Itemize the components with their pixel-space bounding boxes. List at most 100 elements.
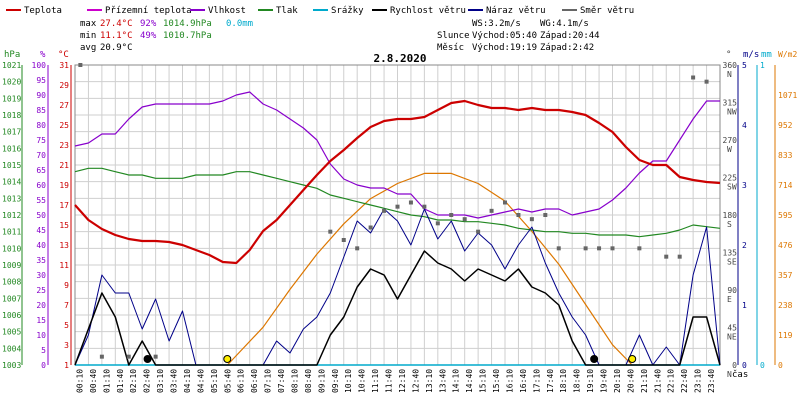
- tick-label: 952: [778, 121, 793, 130]
- tick-label: 1: [760, 61, 765, 70]
- x-tick-label: 06:10: [237, 369, 246, 393]
- wind-gust-info: WG:4.1m/s: [540, 19, 589, 29]
- tick-label: 70: [36, 151, 46, 160]
- tick-label: 1020: [2, 78, 21, 87]
- wind-direction-point: [704, 79, 709, 84]
- wind-direction-point: [422, 204, 427, 209]
- moon-rise: Východ:19:19: [472, 43, 537, 53]
- compass-label: NW: [727, 108, 737, 117]
- tick-label: 1012: [2, 211, 21, 220]
- x-tick-label: 21:40: [653, 369, 662, 393]
- tick-label: 90: [727, 286, 737, 295]
- wind-direction-point: [543, 213, 548, 217]
- tick-label: 1015: [2, 161, 21, 170]
- tick-label: 360: [723, 61, 738, 70]
- tick-label: 50: [36, 211, 46, 220]
- wind-direction-point: [503, 200, 507, 205]
- compass-label: SW: [727, 183, 737, 192]
- tick-label: 23: [59, 141, 69, 150]
- tick-label: 25: [36, 286, 46, 295]
- wind-direction-point: [408, 200, 413, 205]
- sun-rise: Východ:05:40: [472, 31, 537, 41]
- tick-label: 2: [742, 241, 747, 250]
- wind-direction-point: [78, 63, 83, 67]
- tick-label: 15: [36, 316, 46, 325]
- wind-direction-point: [516, 213, 521, 217]
- tick-label: 135: [723, 249, 738, 258]
- compass-label: NE: [727, 333, 737, 342]
- tick-label: 60: [36, 181, 46, 190]
- legend: Teplota Přízemní teplota Vlhkost Tlak Srážky…: [6, 6, 634, 16]
- wind-speed-info: WS:3.2m/s: [472, 19, 521, 29]
- x-tick-label: 04:40: [196, 369, 205, 393]
- unit-hpa: hPa: [4, 50, 20, 60]
- axis-units: hPa % °C ° m/s mm W/m2 čas: [4, 50, 797, 380]
- tick-label: 1009: [2, 261, 21, 270]
- x-tick-label: 16:40: [519, 369, 528, 393]
- wind-direction-point: [126, 354, 131, 359]
- compass-label: E: [727, 295, 732, 304]
- unit-ms: m/s: [743, 50, 759, 60]
- sunset-icon: [628, 355, 637, 363]
- x-tick-label: 16:10: [505, 369, 514, 393]
- compass-label: S: [727, 220, 732, 229]
- tick-label: 17: [59, 201, 69, 210]
- wind-direction-point: [382, 208, 387, 213]
- legend-label: Srážky: [331, 6, 364, 16]
- tick-label: 1010: [2, 244, 21, 253]
- x-tick-label: 20:10: [613, 369, 622, 393]
- wind-direction-point: [368, 225, 373, 230]
- tick-label: 85: [36, 106, 46, 115]
- tick-label: 1004: [2, 344, 21, 353]
- tick-label: 1014: [2, 178, 21, 187]
- tick-label: 29: [59, 81, 69, 90]
- tick-label: 0: [742, 361, 747, 370]
- moonset-icon: [143, 355, 152, 363]
- x-tick-label: 15:40: [492, 369, 501, 393]
- tick-label: 11: [59, 261, 69, 270]
- unit-time: čas: [732, 369, 748, 380]
- tick-label: 5: [41, 346, 46, 355]
- wind-direction-point: [462, 217, 467, 222]
- unit-pct: %: [40, 50, 46, 60]
- plot-area: [74, 63, 721, 366]
- tick-label: 0: [732, 361, 737, 370]
- tick-label: 80: [36, 121, 46, 130]
- wind-direction-point: [435, 221, 440, 226]
- tick-label: 1021: [2, 61, 21, 70]
- tick-label: 1006: [2, 311, 21, 320]
- series-line: [74, 250, 721, 366]
- tick-label: 1071: [778, 91, 797, 100]
- legend-label: Vlhkost: [208, 6, 246, 16]
- x-tick-label: 01:10: [102, 369, 111, 393]
- stats-min-label: min: [80, 31, 96, 41]
- x-tick-label: 18:40: [573, 369, 582, 393]
- x-tick-label: 09:10: [317, 369, 326, 393]
- sun-label: Slunce: [437, 31, 470, 41]
- tick-label: 10: [36, 331, 46, 340]
- x-tick-label: 08:40: [304, 369, 313, 393]
- tick-label: 90: [36, 91, 46, 100]
- x-tick-label: 13:10: [425, 369, 434, 393]
- tick-label: 65: [36, 166, 46, 175]
- x-tick-label: 02:40: [143, 369, 152, 393]
- unit-deg: °: [726, 50, 731, 60]
- x-tick-label: 05:40: [223, 369, 232, 393]
- x-tick-label: 11:40: [385, 369, 394, 393]
- wind-direction-point: [556, 246, 561, 251]
- tick-label: 1: [64, 361, 69, 370]
- x-tick-label: 22:40: [680, 369, 689, 393]
- series-line: [226, 172, 633, 366]
- tick-label: 476: [778, 241, 793, 250]
- compass-label: SE: [727, 258, 737, 267]
- legend-label: Rychlost větru: [390, 6, 466, 16]
- x-tick-label: 12:40: [411, 369, 420, 393]
- x-tick-label: 20:40: [626, 369, 635, 393]
- legend-label: Tlak: [276, 6, 298, 16]
- wind-direction-point: [597, 246, 602, 251]
- stats-min-hum: 49%: [140, 31, 157, 41]
- wind-direction-point: [637, 246, 642, 251]
- tick-label: 5: [742, 61, 747, 70]
- x-tick-label: 12:10: [398, 369, 407, 393]
- x-tick-label: 22:10: [667, 369, 676, 393]
